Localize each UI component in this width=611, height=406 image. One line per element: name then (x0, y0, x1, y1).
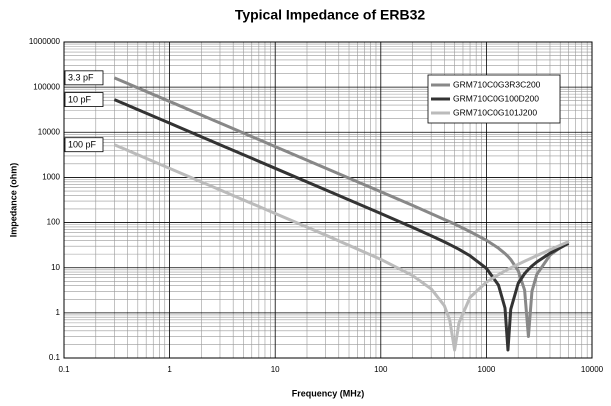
y-tick-label: 0.1 (49, 353, 61, 362)
y-tick-label: 1 (56, 308, 61, 317)
annotation-box (64, 92, 104, 107)
x-axis-label: Frequency (MHz) (292, 388, 365, 398)
annotation-box (64, 137, 104, 153)
plot-border (63, 41, 593, 359)
y-tick-label: 100 (47, 218, 61, 227)
annotation: 10 pF (68, 94, 92, 104)
y-tick-label: 100000 (33, 82, 60, 91)
chart-title: Typical Impedance of ERB32 (235, 7, 426, 23)
y-axis-label: Impedance (ohm) (8, 163, 18, 238)
x-tick-label: 100 (374, 365, 388, 374)
x-tick-label: 1000 (478, 365, 496, 374)
y-tick-label: 10 (51, 263, 60, 272)
y-tick-label: 10000 (38, 127, 61, 136)
x-tick-label: 10000 (581, 365, 604, 374)
y-tick-label: 1000000 (29, 37, 61, 46)
annotation: 3.3 pF (68, 73, 94, 83)
series-line (113, 76, 570, 338)
legend-label: GRM710C0G3R3C200 (453, 79, 541, 89)
series-line (113, 143, 570, 352)
x-tick-label: 1 (167, 365, 172, 374)
x-tick-label: 10 (271, 365, 280, 374)
legend-label: GRM710C0G101J200 (453, 107, 537, 117)
annotation-box (64, 70, 104, 86)
y-tick-label: 1000 (42, 173, 60, 182)
legend-label: GRM710C0G100D200 (453, 93, 539, 103)
x-tick-label: 0.1 (58, 365, 70, 374)
series-line (113, 98, 570, 352)
annotation: 100 pF (68, 140, 97, 150)
